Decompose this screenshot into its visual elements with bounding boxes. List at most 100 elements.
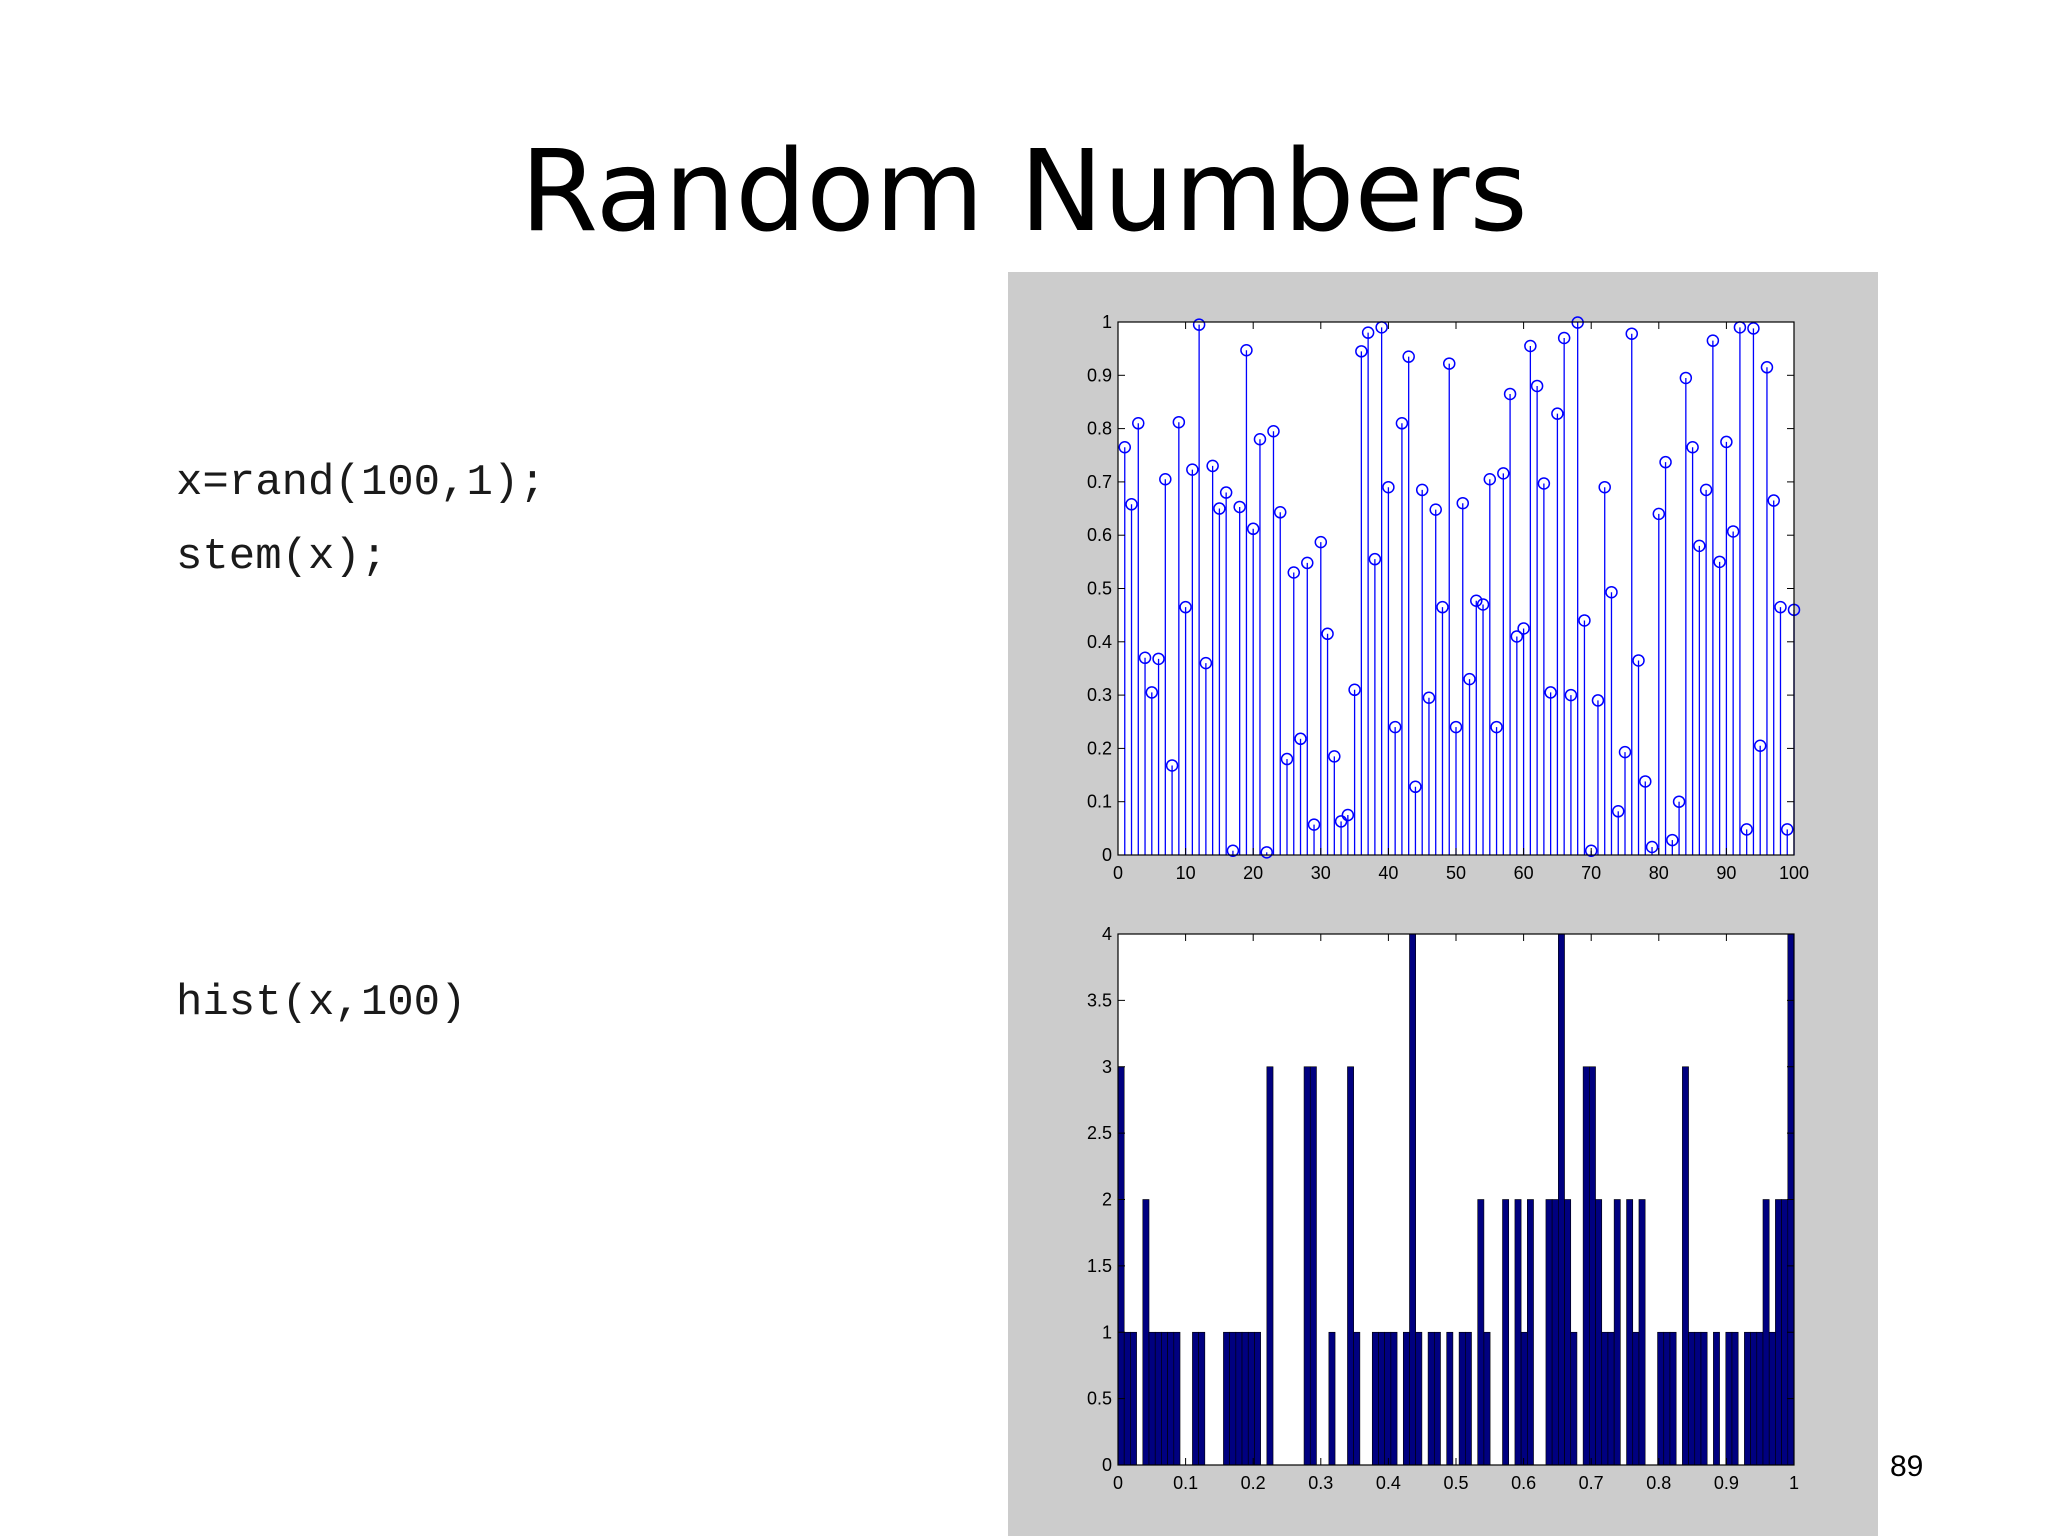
histogram-bar (1309, 1066, 1317, 1466)
stem-marker (1260, 846, 1273, 859)
histogram-bar (1154, 1331, 1162, 1466)
histogram-bar (1477, 1199, 1485, 1466)
stem-marker (1280, 752, 1294, 766)
histogram-bar (1514, 1199, 1522, 1466)
histogram-bar (1570, 1331, 1578, 1466)
histogram-bar (1198, 1331, 1206, 1466)
stem-plot-y-tick-label: 0.9 (1087, 365, 1112, 385)
histogram-bar (1465, 1331, 1472, 1466)
histogram-bar (1731, 1331, 1739, 1466)
histogram-bar (1632, 1331, 1640, 1466)
slide-title: Random Numbers (520, 127, 1528, 257)
plots-svg: 0 10 20 30 40 50 60 70 80 90 10000.10.20.30.40.50.… (1087, 312, 1809, 1493)
histogram-bar (1700, 1331, 1708, 1466)
stem-marker (1625, 327, 1639, 340)
histogram-y-tick-label: 2.5 (1087, 1123, 1112, 1143)
stem-marker (1632, 654, 1645, 667)
histogram-y-tick-label: 0.5 (1087, 1389, 1112, 1409)
stem-marker (1429, 503, 1442, 516)
stem-marker (1463, 672, 1476, 686)
stem-plot-y-tick-label: 0 (1102, 845, 1112, 865)
stem-plot-x-tick-label: 50 (1446, 863, 1466, 883)
histogram-bar (1229, 1331, 1237, 1466)
stem-marker (1422, 691, 1436, 705)
histogram-y-tick-label: 1 (1102, 1322, 1112, 1342)
histogram-x-tick-label: 0.9 (1714, 1473, 1739, 1493)
histogram-x-tick-label: 0.1 (1173, 1473, 1198, 1493)
histogram-bar (1167, 1331, 1175, 1466)
histogram-bar (1520, 1331, 1528, 1466)
stem-marker (1591, 694, 1605, 707)
stem-marker (1537, 477, 1551, 490)
histogram-y-tick-label: 3.5 (1087, 990, 1112, 1010)
histogram-bar (1409, 933, 1416, 1466)
stem-marker (1456, 496, 1470, 510)
histogram-bar (1725, 1331, 1733, 1466)
stem-marker (1226, 844, 1240, 857)
histogram-x-tick-label: 0 (1113, 1473, 1123, 1493)
histogram-bar (1266, 1066, 1274, 1466)
stem-marker (1179, 600, 1192, 614)
stem-marker (1267, 425, 1280, 438)
stem-marker (1192, 318, 1206, 331)
histogram-bar (1762, 1199, 1770, 1466)
stem-marker (1159, 472, 1172, 486)
stem-marker (1679, 371, 1693, 385)
stem-marker (1774, 600, 1787, 614)
histogram-bar (1775, 1199, 1782, 1466)
stem-plot-x-tick-label: 20 (1243, 863, 1263, 883)
stem-marker (1693, 539, 1706, 553)
stem-marker (1483, 472, 1497, 486)
stem-marker (1578, 614, 1591, 627)
histogram-x-tick-label: 0.3 (1308, 1473, 1333, 1493)
histogram-bar (1161, 1331, 1168, 1466)
stem-marker (1726, 525, 1740, 538)
stem-plot-x-tick-label: 100 (1779, 863, 1809, 883)
stem-marker (1652, 507, 1666, 521)
histogram-x-tick-label: 0.2 (1241, 1473, 1266, 1493)
stem-plot-y-tick-label: 0.8 (1087, 419, 1112, 439)
stem-marker (1470, 594, 1483, 608)
stem-marker (1767, 494, 1780, 507)
stem-marker (1415, 483, 1429, 497)
histogram-bar (1347, 1066, 1354, 1466)
histogram-bar (1613, 1199, 1621, 1466)
histogram-bar (1241, 1331, 1249, 1466)
stem-plot-y-tick-label: 0.4 (1087, 632, 1112, 652)
histogram-bar (1657, 1331, 1665, 1466)
histogram-bar (1663, 1331, 1671, 1466)
stem-marker (1517, 622, 1530, 635)
stem-marker (1611, 805, 1625, 818)
stem-plot-x-tick-label: 40 (1378, 863, 1398, 883)
stem-marker (1720, 435, 1733, 449)
histogram-bar (1433, 1331, 1441, 1466)
histogram-x-tick-label: 0.4 (1376, 1473, 1401, 1493)
histogram-bar (1371, 1331, 1379, 1466)
stem-plot-x-tick-label: 80 (1649, 863, 1669, 883)
histogram-bar (1551, 1199, 1559, 1466)
stem-plot-y-tick-label: 0.3 (1087, 685, 1112, 705)
stem-marker (1449, 720, 1463, 734)
histogram-bar (1626, 1199, 1634, 1466)
stem-marker (1436, 600, 1449, 614)
stem-marker (1186, 463, 1199, 476)
histogram-bar (1303, 1066, 1311, 1466)
stem-marker (1699, 483, 1713, 497)
stem-marker (1557, 331, 1571, 345)
stem-marker (1152, 652, 1165, 666)
histogram-bar (1582, 1066, 1590, 1466)
code-line-hist: hist(x,100) (176, 978, 467, 1028)
histogram-bar (1427, 1331, 1435, 1466)
stem-marker (1645, 840, 1659, 854)
stem-marker (1307, 818, 1321, 831)
stem-marker (1348, 683, 1361, 697)
stem-marker (1503, 387, 1517, 401)
stem-marker (1760, 361, 1774, 374)
stem-marker (1544, 686, 1557, 699)
stem-marker (1206, 459, 1219, 473)
stem-marker (1551, 407, 1564, 420)
stem-plot-y-tick-label: 0.1 (1087, 792, 1112, 812)
stem-marker (1138, 651, 1152, 665)
stem-marker (1530, 379, 1544, 393)
stem-plot-x-tick-label: 30 (1311, 863, 1331, 883)
